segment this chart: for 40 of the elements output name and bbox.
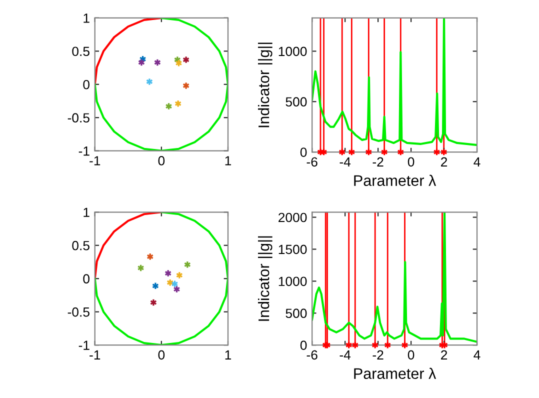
y-tick-label: 0.5 [72,46,90,56]
x-tick-label: -6 [306,350,318,360]
y-tick-label: 2000 [278,212,307,222]
y-tick-label: 500 [286,308,307,318]
x-tick-label: 4 [474,350,480,360]
y-tick-label: 0 [83,274,90,284]
x-tick-label: -6 [306,157,318,167]
x-tick-label: -1 [90,350,100,360]
y-tick-label: 1 [84,14,90,23]
y-tick-label: -1 [78,146,90,156]
x-tick-label: -1 [90,156,100,166]
y-tick-label: 1 [84,208,90,217]
y-axis-title: Indicator ||g|| [258,42,272,128]
x-tick-label: 0 [158,350,165,360]
x-tick-label: -2 [372,350,384,360]
y-tick-label: 0 [300,148,307,157]
y-tick-label: 0.5 [72,240,90,250]
y-tick-label: -0.5 [68,307,90,317]
x-axis-title: Parameter λ [354,174,436,186]
y-tick-label: 500 [286,97,307,107]
y-tick-label: 0 [83,80,90,90]
x-tick-label: 2 [441,350,448,360]
x-tick-label: 4 [474,157,480,166]
x-tick-label: -2 [372,157,384,166]
x-tick-label: 0 [408,350,414,360]
x-tick-label: 1 [225,350,232,360]
y-tick-label: -1 [78,340,90,350]
x-tick-label: 0 [158,156,165,166]
x-axis-title: Parameter λ [354,368,436,380]
x-tick-label: 0 [408,157,414,167]
y-tick-label: 0 [300,340,307,350]
y-tick-label: 1000 [278,276,307,286]
y-tick-label: -0.5 [68,113,90,123]
y-tick-label: 1000 [278,46,307,56]
x-tick-label: -4 [340,157,351,166]
x-tick-label: 2 [441,157,448,166]
y-tick-label: 1500 [278,244,307,254]
x-tick-label: -4 [340,350,351,360]
y-axis-title: Indicator ||g|| [258,236,272,321]
x-tick-label: 1 [225,156,232,166]
